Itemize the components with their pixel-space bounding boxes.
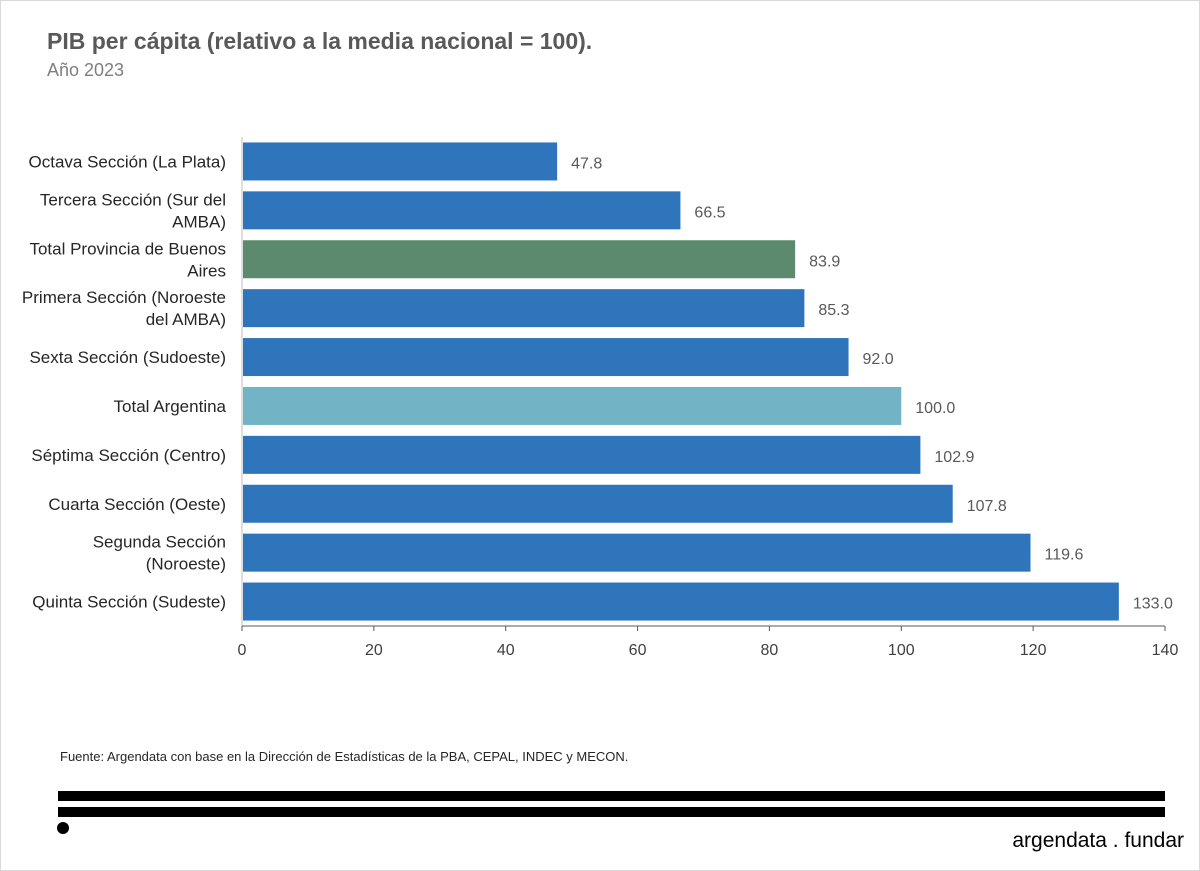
bar — [243, 191, 681, 230]
x-tick-label: 40 — [497, 642, 515, 659]
bar — [243, 289, 805, 328]
category-label-line: (Noroeste) — [146, 555, 226, 574]
data-label: 102.9 — [934, 449, 974, 466]
bar — [243, 240, 796, 279]
bar-chart: 0 20 40 60 80 100 120 140 47.8 Octava Sección (La… — [22, 137, 1179, 659]
bar — [243, 435, 921, 474]
category-label: Tercera Sección (Sur del AMBA) — [40, 190, 226, 231]
category-label-line: del AMBA) — [146, 310, 226, 329]
data-label: 85.3 — [818, 302, 849, 319]
category-label-line: Aires — [187, 261, 226, 280]
data-label: 66.5 — [694, 204, 725, 221]
category-label: Séptima Sección (Centro) — [31, 446, 226, 465]
brand-logo-text: argendata . fundar — [1012, 829, 1184, 852]
footer-rule-top — [58, 791, 1165, 801]
category-label-line: Séptima Sección (Centro) — [31, 446, 226, 465]
category-label: Total Provincia de Buenos Aires — [29, 239, 226, 280]
category-label-line: Segunda Sección — [93, 533, 226, 552]
category-label-line: Total Argentina — [114, 397, 227, 416]
category-label-line: Cuarta Sección (Oeste) — [48, 495, 226, 514]
chart-title: PIB per cápita (relativo a la media naci… — [47, 28, 593, 54]
category-label-line: Primera Sección (Noroeste — [22, 288, 226, 307]
category-label: Primera Sección (Noroeste del AMBA) — [22, 288, 226, 329]
data-label: 100.0 — [915, 400, 955, 417]
data-label: 119.6 — [1045, 547, 1084, 564]
bar — [243, 582, 1119, 621]
category-label: Total Argentina — [114, 397, 227, 416]
category-label: Cuarta Sección (Oeste) — [48, 495, 226, 514]
data-label: 107.8 — [967, 498, 1007, 515]
category-label-line: AMBA) — [172, 212, 226, 231]
chart-subtitle: Año 2023 — [47, 60, 125, 80]
x-tick-label: 120 — [1020, 642, 1047, 659]
bar — [243, 533, 1031, 572]
bar — [243, 484, 953, 523]
category-label-line: Sexta Sección (Sudoeste) — [29, 348, 226, 367]
category-label-line: Octava Sección (La Plata) — [29, 152, 226, 171]
category-label: Octava Sección (La Plata) — [29, 152, 226, 171]
data-label: 83.9 — [809, 253, 840, 270]
bar — [243, 142, 558, 181]
category-label-line: Quinta Sección (Sudeste) — [32, 593, 226, 612]
x-tick-label: 20 — [365, 642, 383, 659]
x-tick-label: 100 — [888, 642, 915, 659]
category-label: Segunda Sección (Noroeste) — [93, 533, 226, 574]
source-note: Fuente: Argendata con base en la Direcci… — [60, 749, 629, 764]
x-tick-label: 140 — [1152, 642, 1179, 659]
data-label: 133.0 — [1133, 596, 1173, 613]
x-tick-label: 60 — [629, 642, 647, 659]
x-tick-label: 0 — [238, 642, 247, 659]
bar — [243, 386, 902, 425]
category-label-line: Tercera Sección (Sur del — [40, 190, 226, 209]
category-label-line: Total Provincia de Buenos — [29, 239, 226, 258]
footer-dot — [57, 822, 69, 834]
data-label: 92.0 — [863, 351, 894, 368]
footer-rule-bottom — [58, 807, 1165, 817]
x-tick-label: 80 — [761, 642, 779, 659]
data-label: 47.8 — [571, 155, 602, 172]
bar — [243, 338, 849, 377]
category-label: Sexta Sección (Sudoeste) — [29, 348, 226, 367]
category-label: Quinta Sección (Sudeste) — [32, 593, 226, 612]
